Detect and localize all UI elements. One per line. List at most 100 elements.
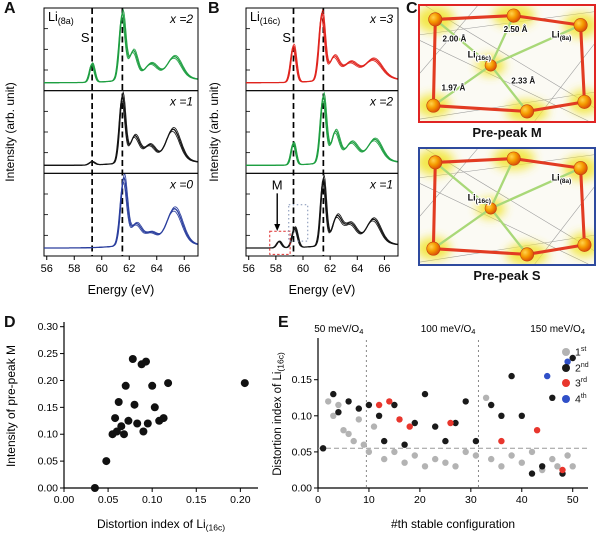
composition-label: x =2	[369, 95, 393, 109]
bond-red	[431, 17, 437, 108]
x-tick-label: 66	[378, 263, 390, 275]
bond-length-label: 2.33 Å	[511, 76, 535, 86]
data-point-2nd	[411, 419, 418, 427]
data-point	[111, 414, 120, 423]
data-point-1st	[488, 455, 495, 463]
data-point-1st	[360, 441, 367, 448]
panel-e-ylabel: Distortion index of Li(16c)	[272, 352, 286, 476]
bond-red	[512, 14, 583, 27]
data-point-2nd	[335, 409, 342, 416]
data-point	[142, 357, 150, 366]
panel-b: B Li(16c) Intensity (arb. unit) Energy (…	[206, 0, 404, 312]
bond-length-label: 2.50 Å	[504, 24, 528, 34]
bond-red	[579, 23, 586, 104]
panel-d-ylabel: Intensity of pre-peak M	[4, 345, 18, 467]
data-point	[164, 379, 173, 388]
energy-annotation: 50 meV/O4	[314, 324, 363, 336]
legend-label-2nd: 2nd	[575, 361, 589, 375]
li8a-label: Li(8a)	[552, 173, 572, 185]
bond-red	[525, 100, 586, 113]
x-tick-label: 0.15	[186, 494, 207, 506]
bond-red	[431, 104, 529, 113]
data-point-3rd	[559, 466, 566, 474]
data-point-1st	[350, 437, 357, 445]
panel-e-label: E	[278, 314, 289, 331]
data-point-2nd	[518, 412, 525, 419]
data-point-3rd	[533, 427, 541, 434]
x-tick-label: 62	[123, 263, 135, 275]
legend-dot-3rd	[562, 379, 570, 388]
composition-label: x =1	[369, 177, 393, 191]
data-point-2nd	[488, 401, 495, 409]
data-point-2nd	[391, 401, 398, 409]
x-tick-label: 0	[315, 494, 321, 506]
bond-green	[489, 207, 529, 256]
x-tick-label: 58	[68, 263, 80, 275]
data-point-2nd	[528, 470, 536, 477]
data-point	[120, 430, 128, 439]
legend-item-4th: 4th	[562, 392, 589, 406]
bond-green	[489, 167, 582, 210]
atom	[428, 12, 443, 27]
data-point	[139, 427, 148, 436]
atom	[426, 241, 441, 256]
data-point-1st	[498, 463, 505, 470]
data-point-1st	[482, 394, 490, 401]
legend-item-2nd: 2nd	[562, 361, 589, 375]
bond-green	[434, 18, 492, 67]
data-point-2nd	[319, 445, 327, 452]
y-tick-label: 0.15	[38, 402, 59, 414]
data-point-2nd	[345, 398, 352, 405]
spectrum-trace	[246, 173, 398, 249]
data-point	[133, 419, 142, 428]
bond-green	[489, 64, 529, 113]
li16c-label: Li(16c)	[468, 50, 491, 62]
li16c-atom	[484, 202, 497, 215]
bond-red	[433, 157, 516, 164]
x-tick-label: 30	[465, 494, 477, 506]
panel-a-xlabel: Energy (eV)	[88, 283, 155, 297]
x-tick-label: 60	[297, 263, 309, 275]
data-point-2nd	[355, 405, 362, 412]
data-point-1st	[381, 455, 388, 463]
panel-a-title: Li(8a)	[48, 10, 74, 26]
atom	[520, 247, 535, 262]
spectrum-trace	[44, 90, 198, 166]
panel-b-label: B	[208, 0, 220, 17]
data-point	[117, 422, 126, 431]
data-point-1st	[421, 463, 429, 470]
data-point-1st	[335, 401, 342, 409]
spectrum-trace	[246, 17, 398, 84]
data-point-1st	[528, 448, 536, 456]
y-tick-label: 0.15	[292, 374, 313, 386]
bond-red	[512, 157, 583, 170]
data-point-2nd	[462, 398, 469, 405]
atom	[577, 237, 592, 252]
bond-red	[431, 247, 529, 256]
y-tick-label: 0.05	[38, 456, 59, 468]
y-tick-label: 0.20	[38, 375, 59, 387]
panel-e: E Distortion index of Li(16c) #th stable…	[270, 314, 600, 542]
legend-dot-4th	[562, 394, 570, 403]
x-tick-label: 66	[178, 263, 190, 275]
data-point-1st	[365, 448, 373, 456]
x-tick-label: 10	[363, 494, 375, 506]
data-point	[102, 457, 111, 466]
x-tick-label: 0.05	[98, 494, 119, 506]
data-point-3rd	[498, 437, 505, 445]
data-point	[90, 484, 99, 492]
x-tick-label: 64	[151, 263, 163, 275]
atom	[520, 104, 535, 119]
data-point-1st	[518, 459, 525, 466]
crystal-scene-m: 2.50 Å 2.00 Å 1.97 Å 2.33 Å Li(16c) Li(8a)	[420, 6, 594, 121]
bond-red	[431, 160, 437, 251]
y-tick-label: 0.00	[38, 483, 59, 495]
legend-label-4th: 4th	[575, 392, 587, 406]
panel-c-label: C	[406, 0, 418, 17]
x-tick-label: 60	[96, 263, 108, 275]
atom	[428, 155, 443, 170]
data-point-3rd	[447, 419, 454, 427]
data-point-3rd	[406, 423, 413, 430]
data-point	[124, 416, 133, 425]
atom	[573, 18, 588, 33]
